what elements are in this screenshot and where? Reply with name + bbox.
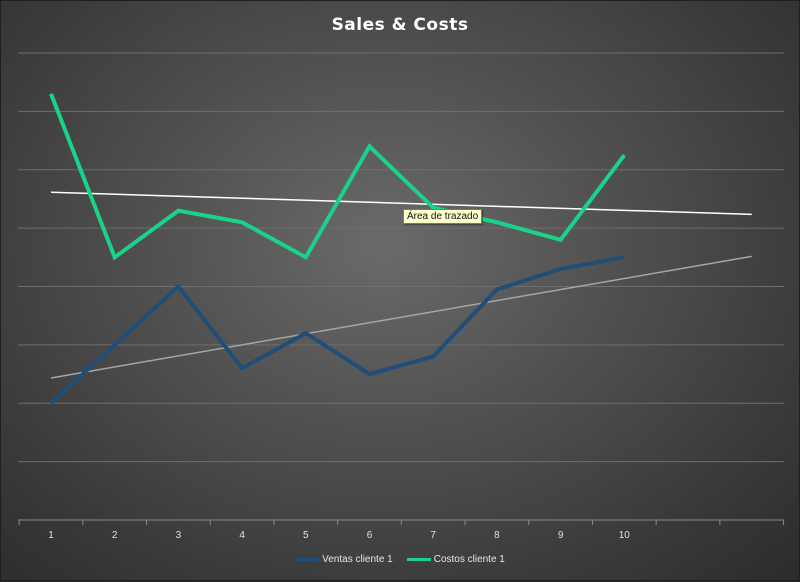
trendline-0 bbox=[51, 256, 752, 378]
legend-label-costos: Costos cliente 1 bbox=[434, 554, 505, 565]
series-line-0[interactable] bbox=[51, 257, 624, 403]
legend-label-ventas: Ventas cliente 1 bbox=[322, 554, 393, 565]
x-tick-label: 6 bbox=[367, 530, 373, 541]
trendlines bbox=[51, 192, 752, 378]
x-tick-label: 4 bbox=[239, 530, 245, 541]
x-tick-label: 10 bbox=[619, 530, 631, 541]
x-tick-label: 7 bbox=[430, 530, 436, 541]
plot-area-tooltip: Área de trazado bbox=[403, 209, 482, 224]
legend[interactable]: Ventas cliente 1 Costos cliente 1 bbox=[1, 554, 799, 565]
x-tick-label: 5 bbox=[303, 530, 309, 541]
x-tick-label: 8 bbox=[494, 530, 500, 541]
x-axis: 1 2 3 4 5 6 7 8 9 10 bbox=[19, 520, 783, 541]
x-tick-label: 3 bbox=[176, 530, 182, 541]
trendline-1 bbox=[51, 192, 752, 214]
x-tick-label: 2 bbox=[112, 530, 118, 541]
gridlines bbox=[18, 53, 784, 520]
legend-swatch-ventas bbox=[295, 558, 319, 561]
legend-entry-ventas[interactable]: Ventas cliente 1 bbox=[295, 554, 393, 565]
series-line-1[interactable] bbox=[51, 94, 624, 257]
x-tick-label: 1 bbox=[48, 530, 54, 541]
legend-swatch-costos bbox=[407, 558, 431, 561]
x-tick-label: 9 bbox=[558, 530, 564, 541]
series-lines[interactable] bbox=[51, 94, 625, 404]
legend-entry-costos[interactable]: Costos cliente 1 bbox=[407, 554, 505, 565]
